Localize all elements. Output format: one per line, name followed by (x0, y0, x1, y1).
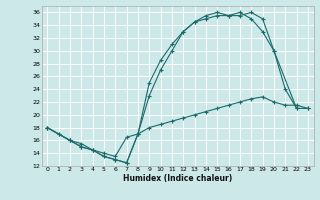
X-axis label: Humidex (Indice chaleur): Humidex (Indice chaleur) (123, 174, 232, 183)
